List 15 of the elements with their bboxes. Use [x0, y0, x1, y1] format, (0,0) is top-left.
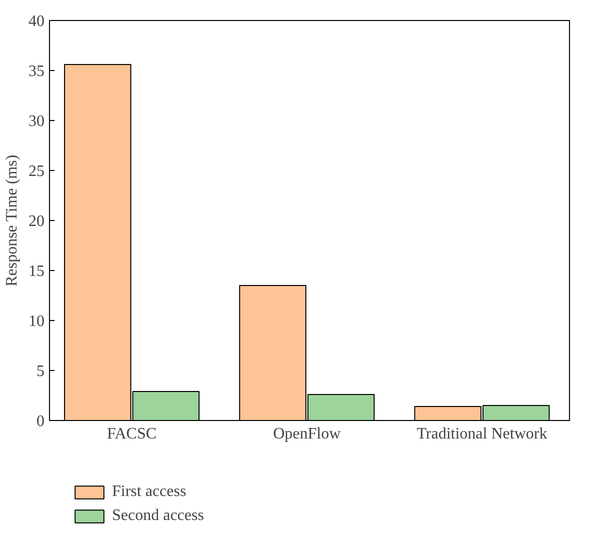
y-tick-label: 30 [28, 113, 44, 130]
y-axis-title: Response Time (ms) [4, 154, 20, 286]
y-tick-label: 10 [28, 313, 44, 330]
x-tick-label: Traditional Network [416, 426, 548, 442]
y-tick-label: 15 [28, 263, 44, 280]
y-tick-label: 40 [28, 13, 44, 30]
x-tick-label: FACSC [107, 426, 157, 442]
legend-label: First access [112, 483, 186, 501]
y-tick-label: 0 [36, 413, 44, 430]
legend-label: Second access [112, 507, 204, 525]
y-tick-label: 20 [28, 213, 44, 230]
y-tick-label: 5 [36, 363, 44, 380]
y-tick-label: 25 [28, 163, 44, 180]
x-tick-label: OpenFlow [273, 426, 342, 442]
y-tick-label: 35 [28, 63, 44, 80]
